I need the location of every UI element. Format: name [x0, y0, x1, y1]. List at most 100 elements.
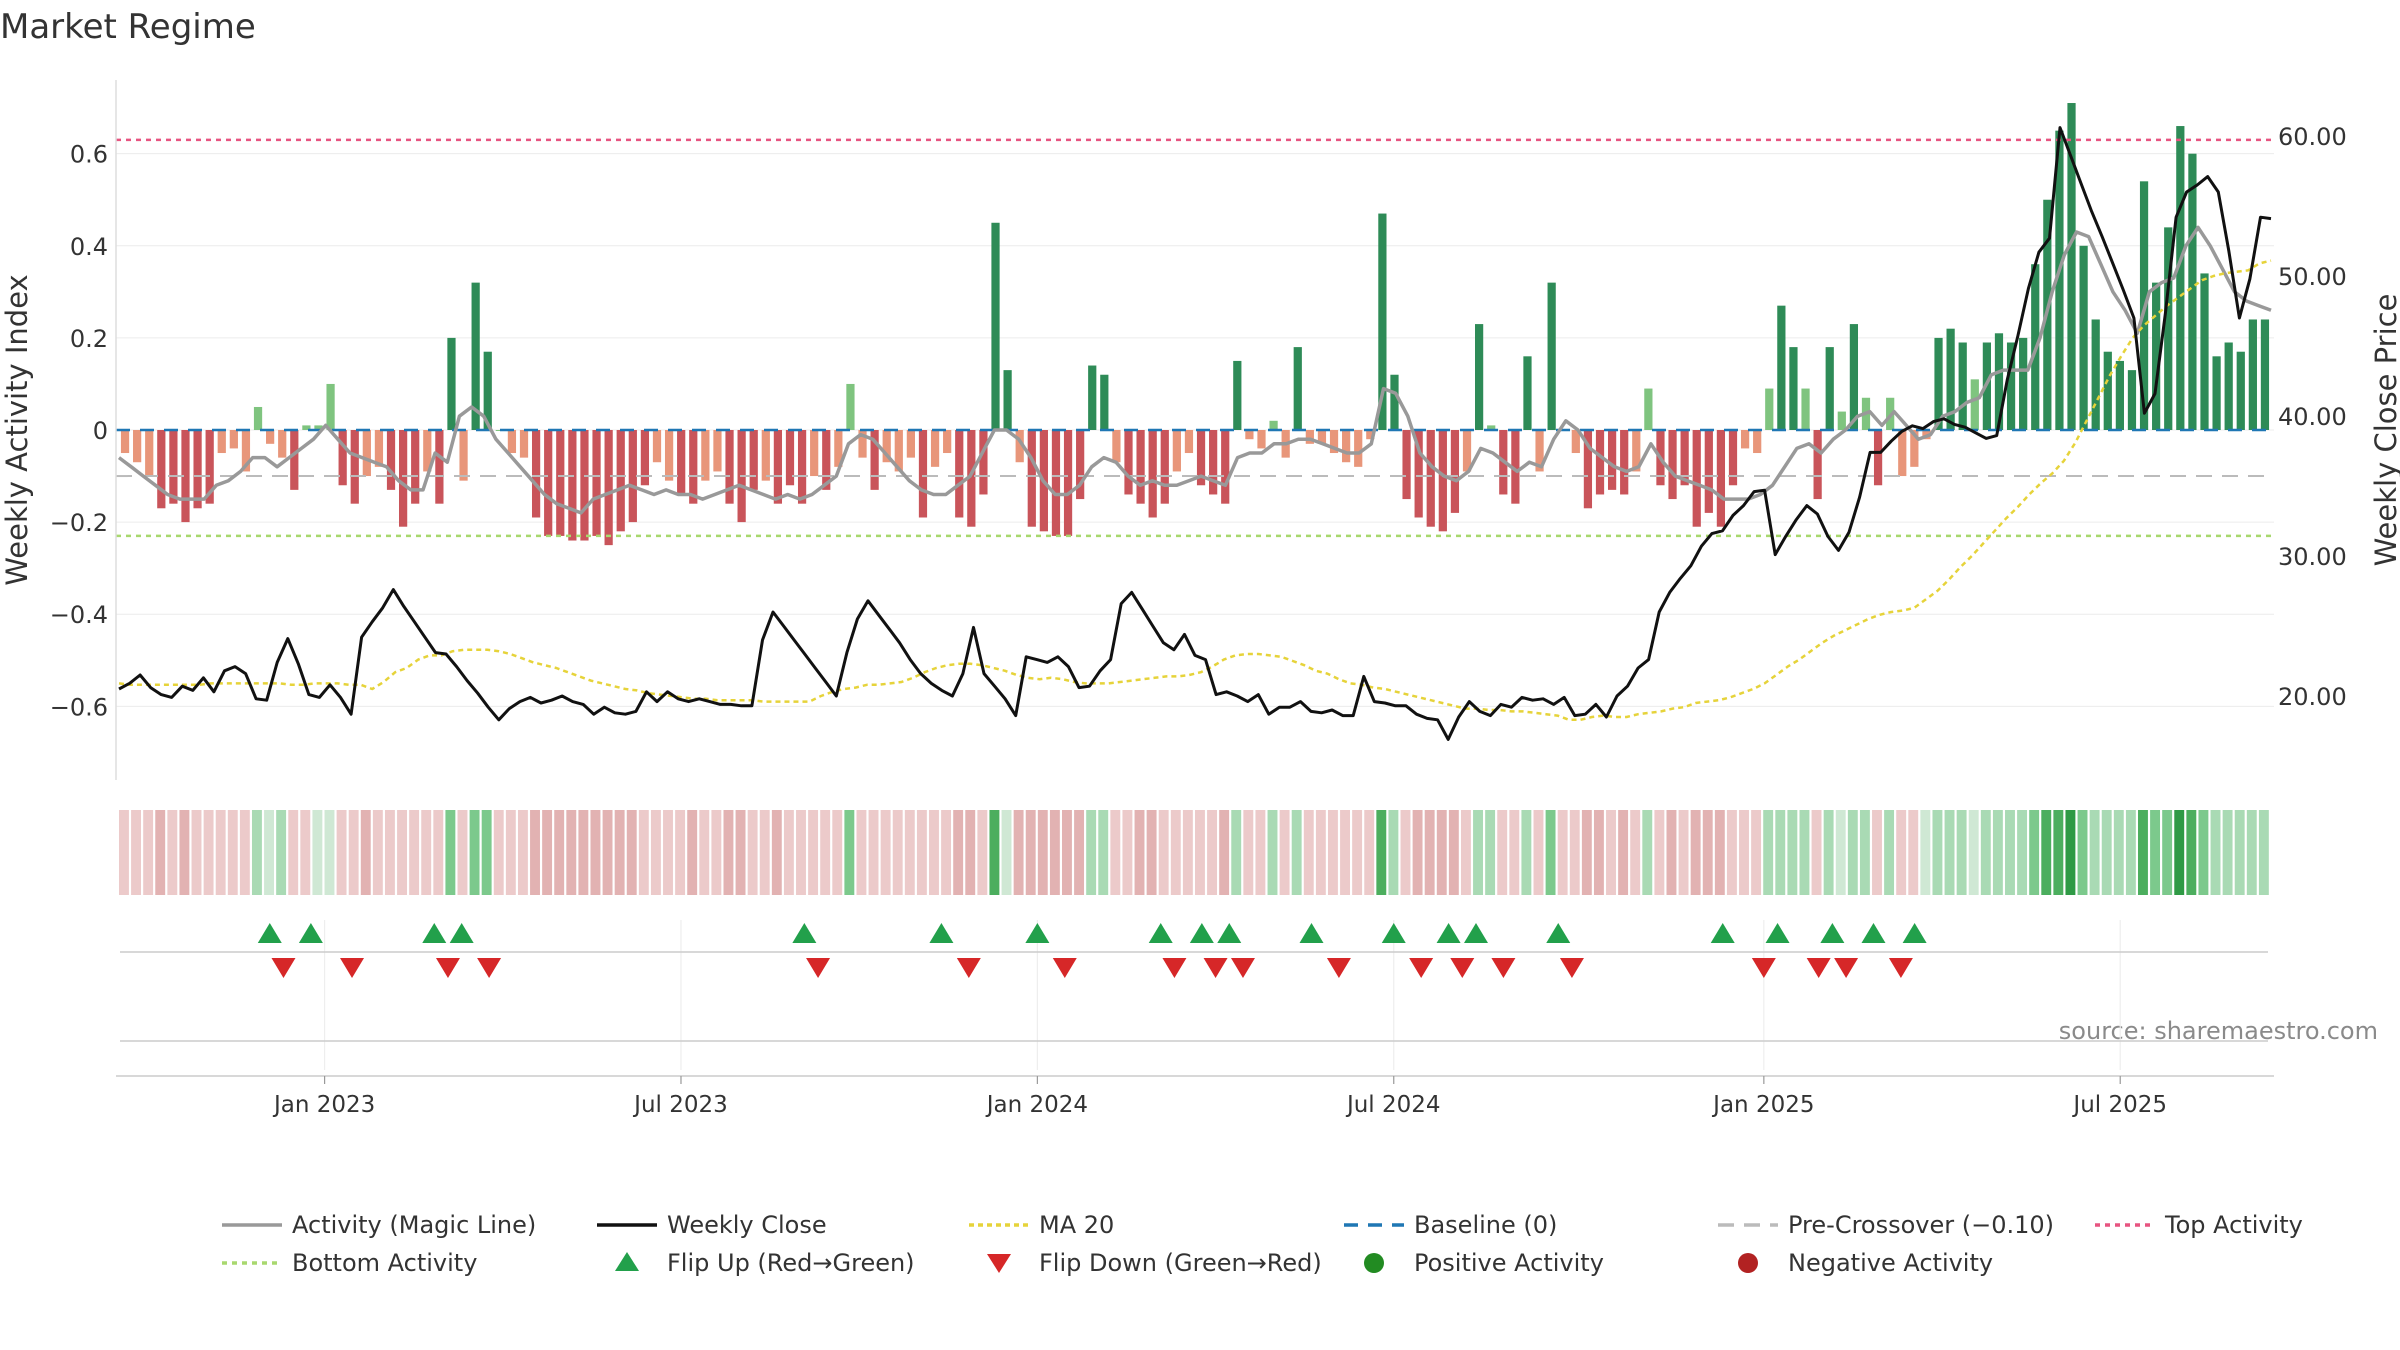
flip-down-marker — [1162, 958, 1187, 978]
regime-cell — [796, 810, 806, 895]
legend-label: Bottom Activity — [292, 1249, 477, 1277]
regime-cell — [179, 810, 190, 895]
flip-down-marker — [1559, 958, 1584, 978]
y-tick-label: 0.2 — [70, 325, 108, 353]
regime-cell — [119, 810, 129, 895]
y-tick-label: 0.4 — [70, 233, 108, 261]
activity-bar — [664, 430, 674, 481]
regime-cell — [2101, 810, 2112, 895]
regime-cell — [1569, 810, 1580, 895]
activity-bar — [1801, 388, 1810, 430]
activity-bar — [1898, 430, 1907, 477]
activity-bar — [217, 430, 226, 454]
activity-bar — [2260, 319, 2270, 430]
regime-cell — [445, 810, 456, 895]
activity-bar — [1015, 430, 1024, 463]
regime-cell — [1400, 810, 1411, 895]
activity-bar — [1051, 430, 1061, 536]
regime-cell — [1146, 810, 1157, 895]
regime-cell — [1811, 810, 1822, 895]
activity-bar — [1076, 430, 1085, 500]
regime-cell — [2138, 810, 2148, 895]
regime-cell — [1606, 810, 1616, 895]
regime-cell — [1122, 810, 1133, 895]
flip-up-marker — [1820, 923, 1845, 943]
regime-cell — [1932, 810, 1943, 895]
flip-up-marker — [1463, 923, 1488, 943]
regime-cell — [1013, 810, 1024, 895]
legend-item: MA 20 — [969, 1211, 1114, 1239]
activity-bar — [1475, 324, 1484, 430]
regime-cell — [590, 810, 601, 895]
regime-cell — [1062, 810, 1072, 895]
regime-cell — [1376, 810, 1387, 895]
x-tick-label: Jan 2024 — [985, 1092, 1088, 1118]
regime-cell — [348, 810, 359, 895]
activity-bar — [471, 282, 480, 430]
activity-bar — [266, 430, 275, 444]
regime-cell — [227, 810, 238, 895]
regime-cell — [421, 810, 432, 895]
activity-bar — [1354, 430, 1363, 467]
activity-bar — [604, 430, 613, 546]
regime-cell — [433, 810, 444, 895]
regime-cell — [1751, 810, 1762, 895]
regime-cell — [1497, 810, 1508, 895]
flip-up-marker — [929, 923, 954, 943]
activity-bar — [556, 430, 565, 536]
regime-cell — [1267, 810, 1278, 895]
regime-cell — [1074, 810, 1085, 895]
regime-cell — [2125, 810, 2136, 895]
activity-bar — [435, 430, 444, 504]
regime-cell — [2065, 810, 2076, 895]
regime-cell — [989, 810, 1000, 895]
activity-bar — [193, 430, 202, 509]
regime-cell — [1134, 810, 1145, 895]
legend-item: Flip Up (Red→Green) — [615, 1249, 915, 1277]
activity-bar — [568, 430, 577, 541]
activity-bar — [2200, 273, 2209, 430]
activity-bar — [2103, 351, 2112, 430]
regime-cell — [276, 810, 287, 895]
regime-cell — [1702, 810, 1713, 895]
y2-tick-label: 40.00 — [2278, 403, 2347, 431]
activity-bar — [2224, 342, 2233, 430]
flip-up-marker — [1025, 923, 1050, 943]
activity-bar — [1027, 430, 1036, 527]
regime-cell — [1678, 810, 1689, 895]
legend-label: Pre-Crossover (−0.10) — [1788, 1211, 2054, 1239]
activity-bar — [1644, 388, 1653, 430]
regime-cell — [1618, 810, 1629, 895]
activity-bar — [2067, 103, 2076, 431]
activity-bar — [1233, 360, 1242, 430]
flip-down-marker — [435, 958, 460, 978]
activity-bar — [846, 383, 855, 430]
activity-bar — [253, 406, 263, 430]
reference-lines — [116, 138, 2274, 538]
legend-label: MA 20 — [1039, 1211, 1114, 1239]
regime-cell — [360, 810, 371, 895]
activity-bar — [1632, 430, 1641, 472]
regime-cell — [771, 810, 782, 895]
activity-bar — [616, 430, 625, 532]
activity-bar — [1849, 324, 1859, 430]
activity-bar — [1257, 430, 1266, 449]
activity-bar — [1728, 430, 1738, 486]
flip-up-marker — [792, 923, 817, 943]
legend-item: Weekly Close — [597, 1211, 827, 1239]
regime-cell — [1763, 810, 1774, 895]
activity-bar — [640, 430, 650, 486]
activity-bar — [386, 430, 396, 490]
regime-cell — [2017, 810, 2028, 895]
legend-label: Top Activity — [2164, 1211, 2303, 1239]
activity-bar — [1160, 430, 1169, 504]
regime-cell — [1775, 810, 1786, 895]
activity-bar — [157, 430, 166, 509]
flip-down-marker — [477, 958, 502, 978]
flip-up-marker — [1217, 923, 1242, 943]
regime-cell — [1847, 810, 1858, 895]
activity-bar — [822, 430, 831, 490]
regime-cell — [2029, 810, 2040, 895]
activity-bar — [725, 430, 734, 504]
flip-up-marker — [449, 923, 474, 943]
